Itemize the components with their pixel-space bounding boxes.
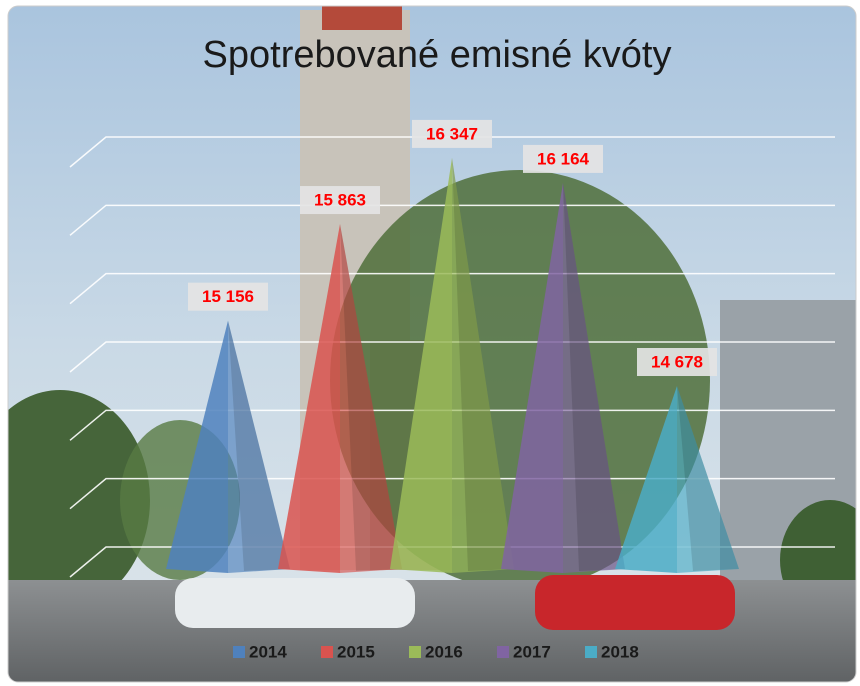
legend-swatch [321, 646, 333, 658]
grid-line [69, 204, 835, 236]
pyramid-left-face [615, 386, 677, 573]
chart-title: Spotrebované emisné kvóty [203, 34, 672, 76]
pyramid [390, 157, 514, 573]
value-label-box [523, 144, 603, 173]
frame [7, 5, 857, 683]
pyramid [615, 386, 739, 573]
value-label: 16 164 [537, 149, 590, 168]
legend-swatch [585, 646, 597, 658]
legend-label: 2015 [337, 642, 375, 661]
value-label-box [188, 282, 268, 311]
pyramid-right-face [340, 224, 402, 573]
pyramid-shade [228, 320, 290, 571]
legend-swatch [409, 646, 421, 658]
pyramid-shade [563, 182, 625, 572]
value-label: 15 156 [202, 287, 254, 306]
pyramid [166, 320, 290, 573]
value-label-box [412, 119, 492, 148]
grid-line [69, 136, 835, 168]
legend-label: 2014 [249, 642, 287, 661]
legend-swatch [497, 646, 509, 658]
pyramid [501, 182, 625, 574]
pyramid [278, 224, 402, 573]
pyramid-right-face [677, 386, 739, 573]
value-label: 16 347 [426, 124, 478, 143]
value-label: 14 678 [651, 352, 703, 371]
legend-label: 2017 [513, 642, 551, 661]
grid-line [69, 272, 835, 305]
pyramid-right-face [452, 157, 514, 573]
pyramid-left-face [278, 224, 340, 573]
pyramid-left-face [501, 182, 563, 574]
grid-line [69, 341, 835, 373]
pyramid-right-face [563, 182, 625, 574]
value-label-box [300, 186, 380, 215]
legend-label: 2016 [425, 642, 463, 661]
legend-label: 2018 [601, 642, 639, 661]
pyramid-left-face [166, 320, 228, 573]
pyramid-left-face [390, 157, 452, 573]
value-label: 15 863 [314, 191, 366, 210]
pyramid-shade [340, 224, 402, 571]
legend-swatch [233, 646, 245, 658]
pyramid-shade [677, 386, 739, 571]
pyramid-shade [452, 157, 514, 571]
value-label-box [637, 348, 717, 377]
pyramid-right-face [228, 320, 290, 573]
